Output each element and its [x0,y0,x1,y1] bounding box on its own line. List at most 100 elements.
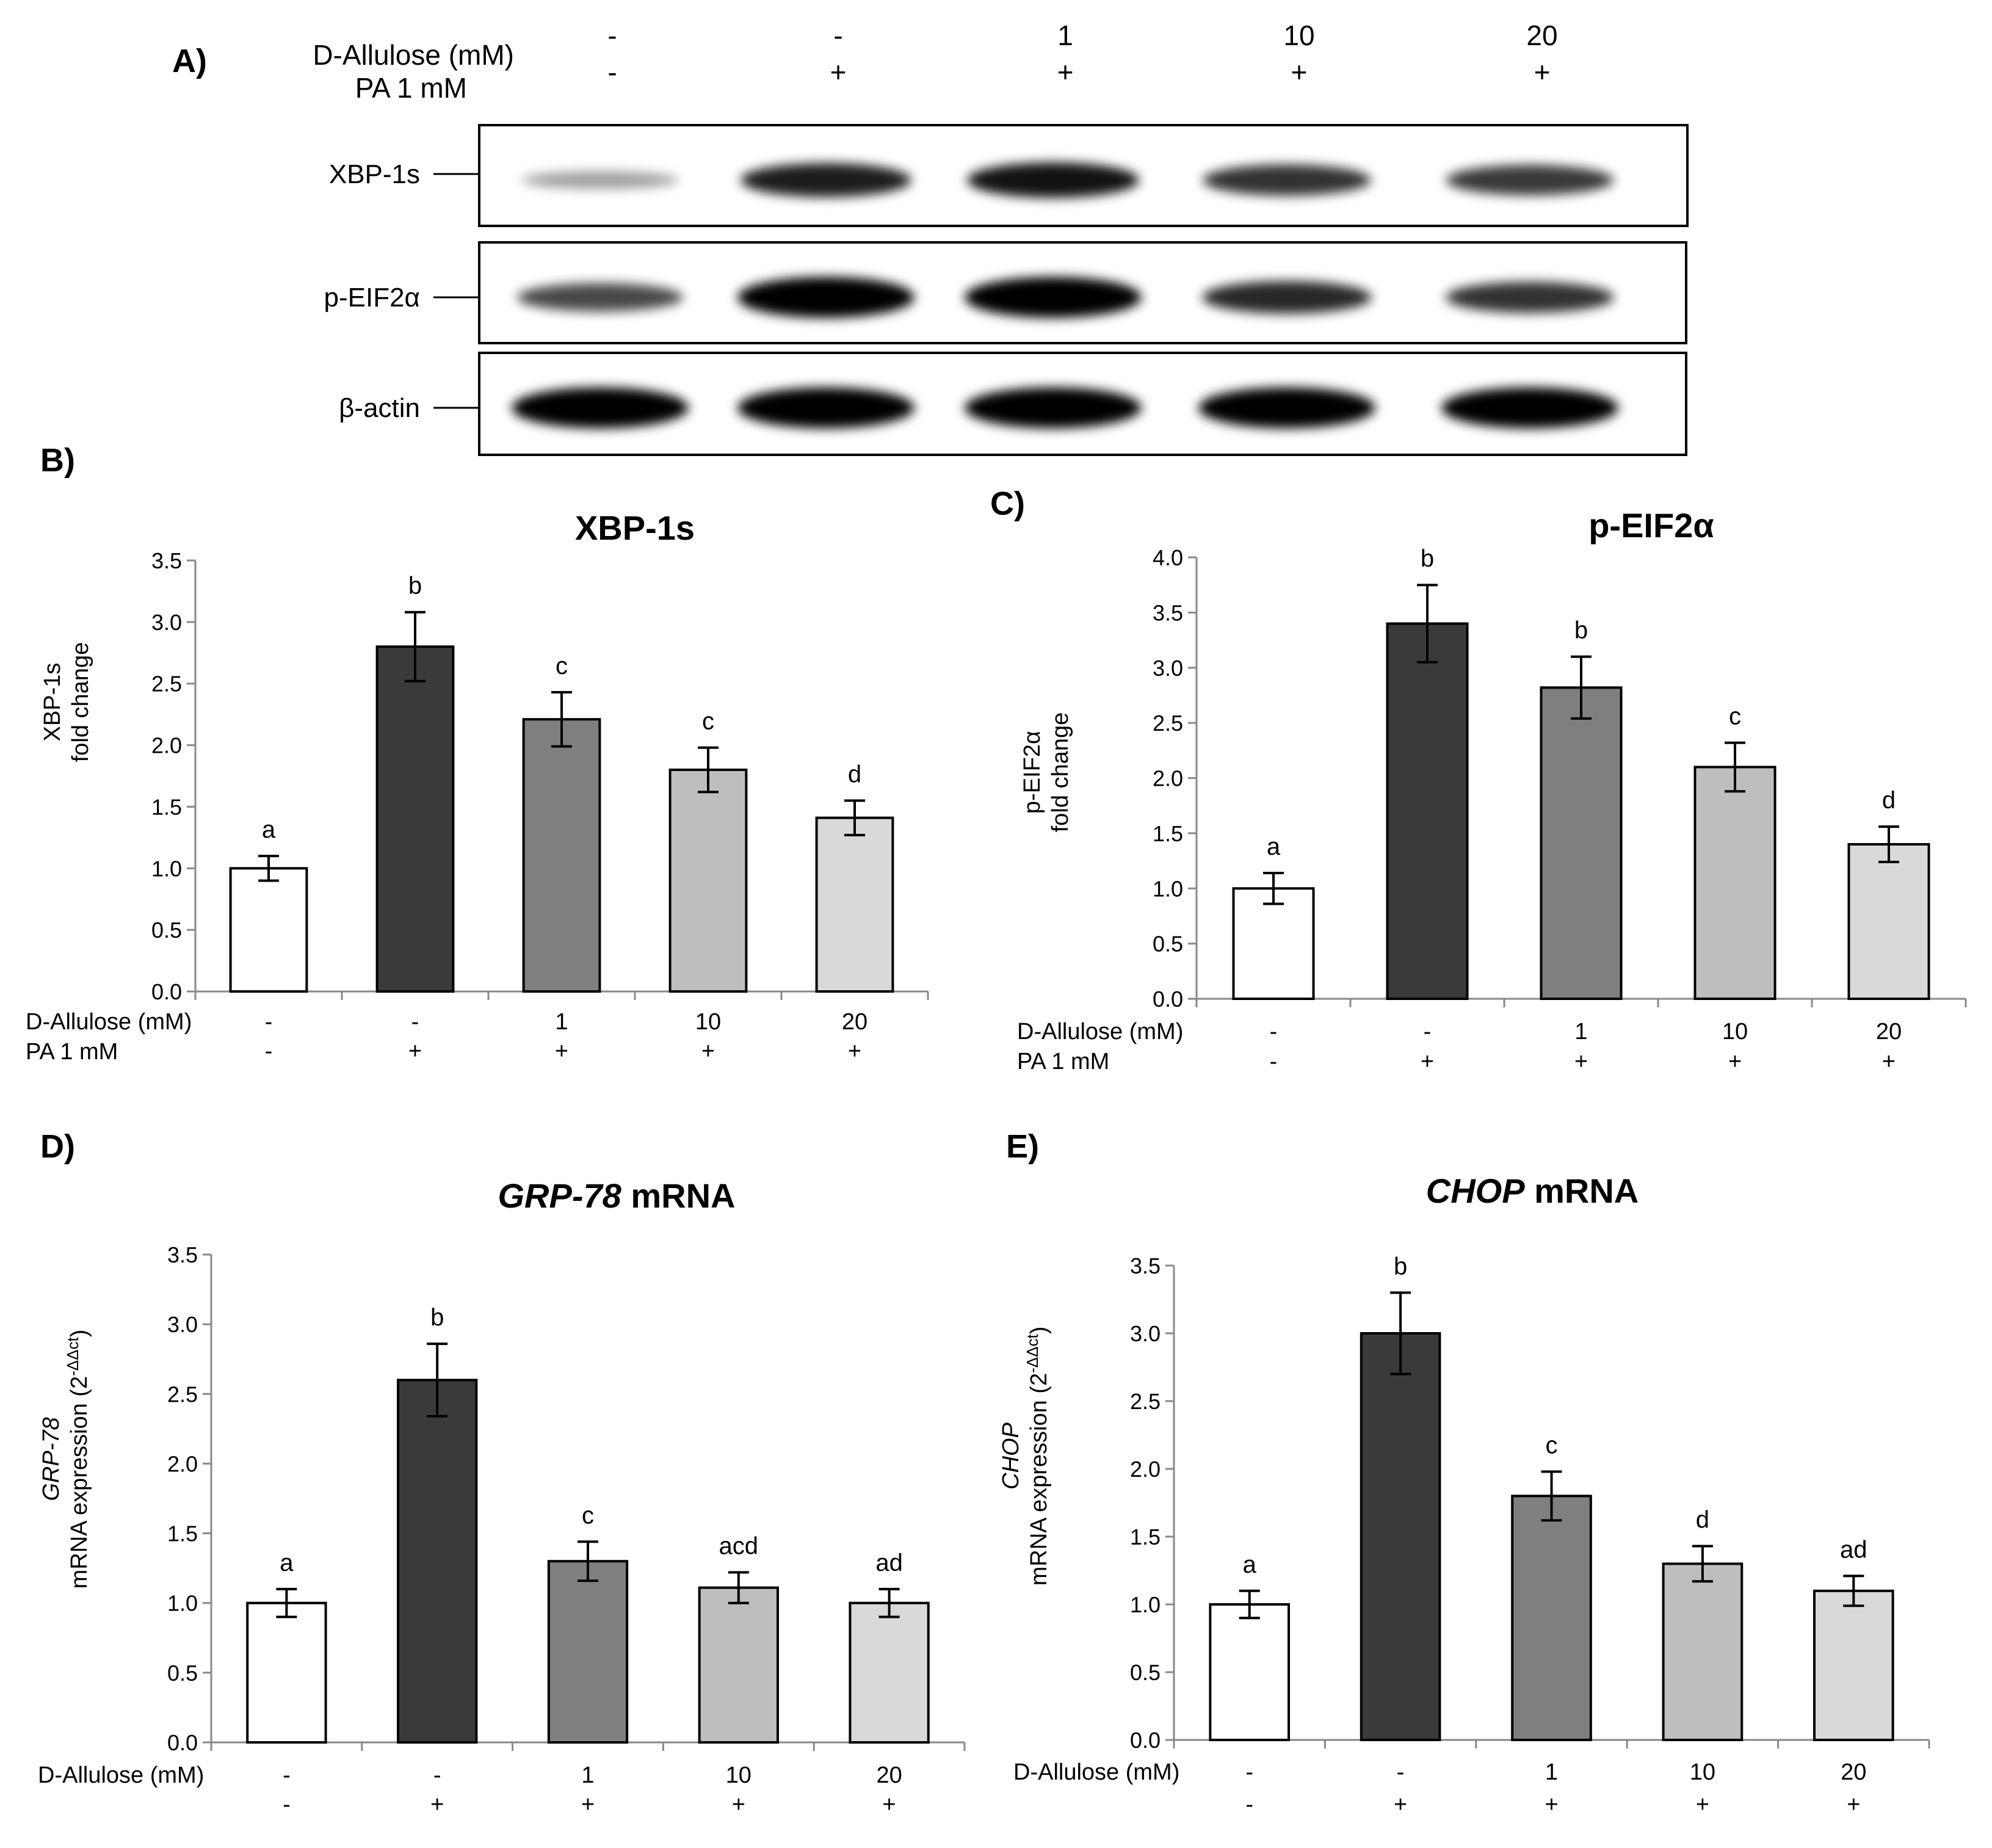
significance-letter: b [430,1304,444,1331]
chart-b-y-axis-label: XBP-1s fold change [40,642,93,763]
significance-letter: acd [719,1532,759,1559]
pa-value: + [882,1792,896,1817]
significance-letter: c [582,1502,594,1529]
chart-c-ylabel-line1: p-EIF2α [1020,731,1045,814]
y-tick-label: 2.5 [151,672,182,697]
bar [1511,1495,1592,1741]
blot-bands [512,162,1618,429]
blot-d-allulose-value: - [607,20,617,51]
chart-e-plot: 0.0 0.5 1.0 1.5 2.0 2.5 3.0 3.5 a - - b - + c 1 + d 10 + ad 2… [1130,1253,1930,1817]
blot-band [1202,281,1372,314]
y-tick-label: 2.0 [1153,766,1183,791]
y-tick-label: 0.5 [151,918,182,943]
bar [1847,842,1930,1000]
chart-c-title: p-EIF2α [1588,506,1714,545]
significance-letter: a [1267,833,1281,860]
blot-band [967,162,1139,198]
significance-letter: b [1574,617,1588,644]
blot-pa-value: - [607,56,617,88]
d-allulose-value: - [1424,1019,1432,1045]
significance-letter: b [1421,545,1434,572]
blot-pa-value: + [1291,56,1308,88]
pa-value: + [1394,1792,1407,1817]
chart-b-plot: 0.0 0.5 1.0 1.5 2.0 2.5 3.0 3.5 a - - b - + c 1 + c 10 + d 20… [151,548,929,1064]
bar [849,1601,930,1744]
pa-value: - [1270,1049,1278,1074]
d-allulose-value: - [433,1763,441,1788]
bar [522,718,601,993]
d-allulose-value: 1 [1545,1759,1558,1785]
pa-value: + [848,1038,861,1064]
blot-condition-values: - - 1 10 20 - + + + + [607,20,1557,88]
y-tick-label: 2.0 [151,733,182,758]
significance-letter: d [848,761,861,788]
significance-letter: ad [875,1549,903,1576]
d-allulose-value: - [265,1009,273,1035]
blot-band [965,387,1142,429]
y-tick-label: 3.5 [1153,600,1183,625]
chart-c-condition-label-d-allulose: D-Allulose (mM) [1017,1019,1183,1045]
chart-b-ylabel-line2: fold change [68,642,93,763]
y-tick-label: 2.5 [167,1382,198,1407]
chart-xbp1s: B) XBP-1s XBP-1s fold change D-Allulose … [26,442,929,1065]
blot-band [1198,387,1375,429]
bar [1360,1332,1441,1741]
bar [1662,1562,1744,1741]
chart-e-ylabel-close: ) [1026,1327,1052,1335]
chart-d-ylabel-superscript: -ΔΔct [63,1337,82,1376]
blot-pa-value: + [1057,56,1074,88]
chart-grp78: D) GRP-78 mRNA GRP-78 mRNA expression (2… [38,1128,966,1817]
d-allulose-value: 10 [726,1763,752,1788]
d-allulose-value: 20 [842,1009,867,1035]
pa-value: + [1882,1049,1896,1074]
blot-band [512,387,689,429]
pa-value: - [265,1038,273,1064]
pa-value: + [1728,1049,1742,1074]
d-allulose-value: - [411,1009,419,1035]
chart-d-ylabel-close: ) [67,1330,92,1338]
y-tick-label: 3.5 [151,548,182,573]
bar [1232,887,1315,1000]
chart-d-condition-label-d-allulose: D-Allulose (mM) [38,1763,204,1788]
blot-band [1446,165,1614,195]
blot-band [522,171,678,189]
blot-pa-value: + [1534,56,1551,88]
chart-d-title: GRP-78 mRNA [498,1176,736,1215]
chart-d-y-axis-label: GRP-78 mRNA expression (2-ΔΔct) [38,1330,92,1589]
blot-band [741,163,911,197]
y-tick-label: 3.0 [151,610,182,635]
chart-e-ylabel-text: mRNA expression (2 [1026,1373,1052,1585]
pa-value: + [430,1792,444,1817]
d-allulose-value: 1 [1574,1019,1587,1045]
y-tick-label: 1.0 [1153,876,1183,901]
y-tick-label: 2.0 [1130,1457,1161,1482]
chart-d-ylabel-line2: mRNA expression (2-ΔΔct) [63,1330,92,1589]
significance-letter: d [1882,787,1896,814]
d-allulose-value: - [1245,1759,1253,1785]
d-allulose-value: - [283,1763,291,1788]
blot-band-label: β-actin [339,393,420,423]
blot-d-allulose-value: 10 [1283,20,1314,51]
blot-band-label: XBP-1s [329,159,420,189]
y-tick-label: 3.0 [1130,1321,1161,1346]
bar [375,645,455,993]
chart-d-title-rest: mRNA [621,1176,736,1215]
blot-band [517,283,683,312]
significance-letter: c [556,653,568,679]
pa-value: - [283,1792,291,1817]
y-tick-label: 4.0 [1153,545,1183,570]
chart-e-ylabel-line2: mRNA expression (2-ΔΔct) [1023,1327,1052,1586]
blot-pa-label: PA 1 mM [355,72,467,104]
blot-band [965,277,1142,318]
y-tick-label: 0.5 [167,1661,198,1686]
blot-band [737,387,915,429]
bar [668,768,748,993]
chart-e-condition-label-d-allulose: D-Allulose (mM) [1013,1759,1179,1785]
significance-letter: a [262,816,276,843]
chart-e-title-rest: mRNA [1525,1172,1639,1210]
chart-c-plot: 0.0 0.5 1.0 1.5 2.0 2.5 3.0 3.5 4.0 a - - b - + b 1 + c 10 +… [1153,545,1967,1074]
significance-letter: b [1394,1253,1407,1280]
pa-value: + [408,1038,422,1064]
chart-d-plot: 0.0 0.5 1.0 1.5 2.0 2.5 3.0 3.5 a - - b - + c 1 + acd 10 + a… [167,1242,966,1817]
pa-value: + [581,1792,595,1817]
